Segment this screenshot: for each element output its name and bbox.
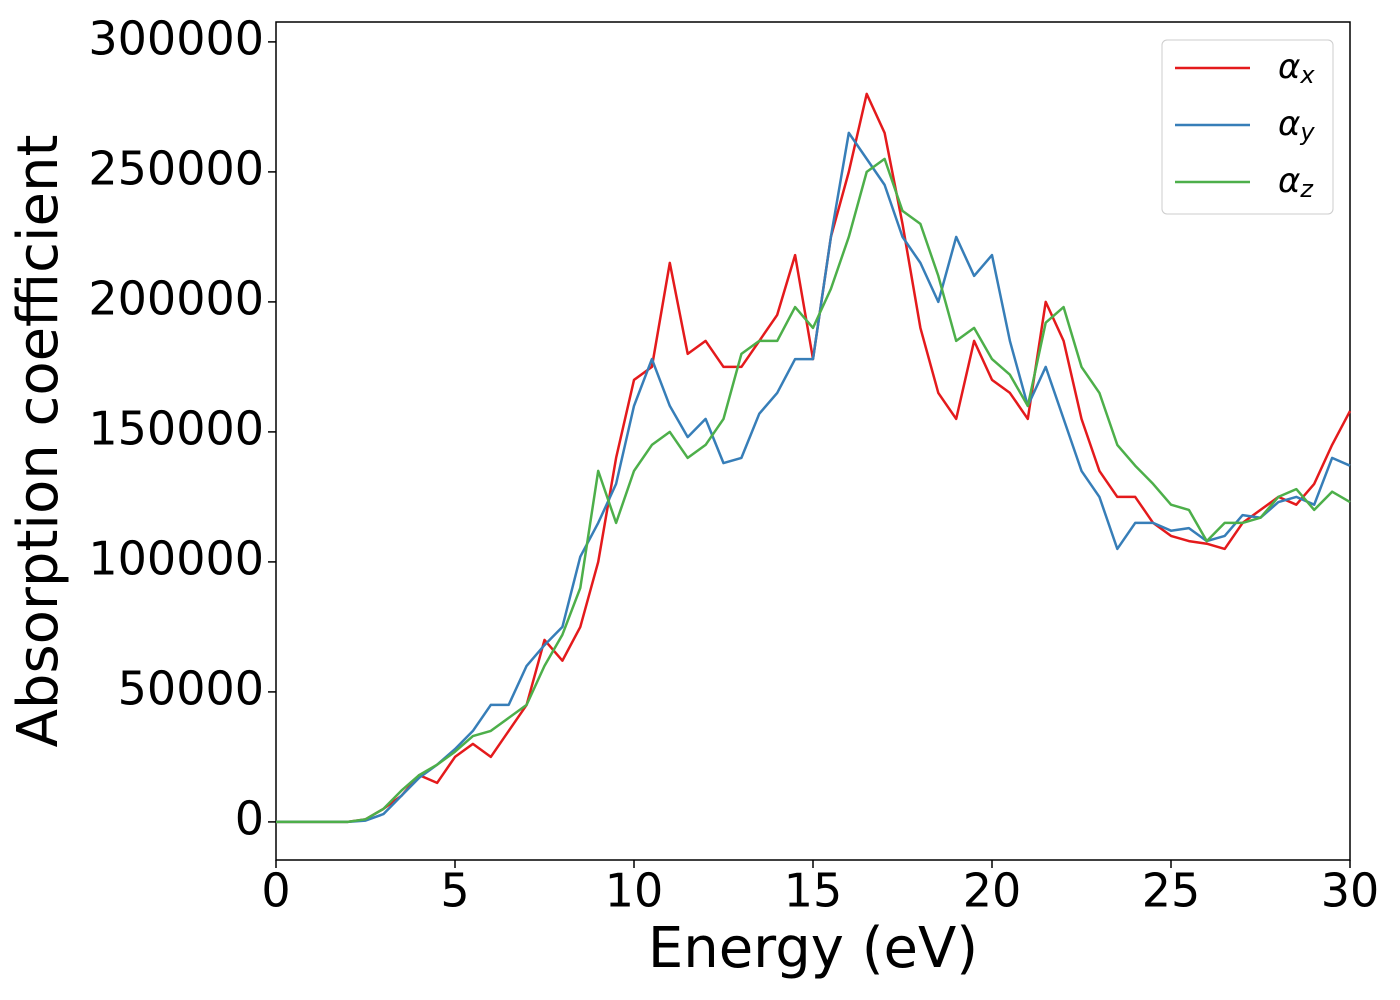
- x-tick-label: 25: [1142, 864, 1201, 918]
- y-tick-label: 50000: [118, 661, 264, 715]
- x-tick-label: 10: [605, 864, 664, 918]
- y-tick-label: 0: [235, 791, 264, 845]
- legend-box: [1161, 39, 1334, 215]
- x-tick-label: 0: [261, 864, 290, 918]
- legend-label: αy: [1278, 104, 1315, 147]
- series-line: [276, 157, 1351, 824]
- y-tick-label: 300000: [88, 11, 264, 65]
- x-tick-label: 15: [784, 864, 843, 918]
- x-tick-label: 5: [440, 864, 469, 918]
- series-line: [276, 131, 1351, 824]
- x-axis-label: Energy (eV): [648, 916, 978, 981]
- x-tick-label: 30: [1321, 864, 1380, 918]
- y-tick-label: 150000: [88, 401, 264, 455]
- x-tick-label: 20: [963, 864, 1022, 918]
- y-axis-label: Absorption coefficient: [6, 135, 71, 748]
- legend-label: αx: [1278, 47, 1315, 90]
- y-tick-label: 200000: [88, 271, 264, 325]
- legend-label: αz: [1278, 161, 1314, 204]
- y-tick-label: 100000: [88, 531, 264, 585]
- y-tick-label: 250000: [88, 141, 264, 195]
